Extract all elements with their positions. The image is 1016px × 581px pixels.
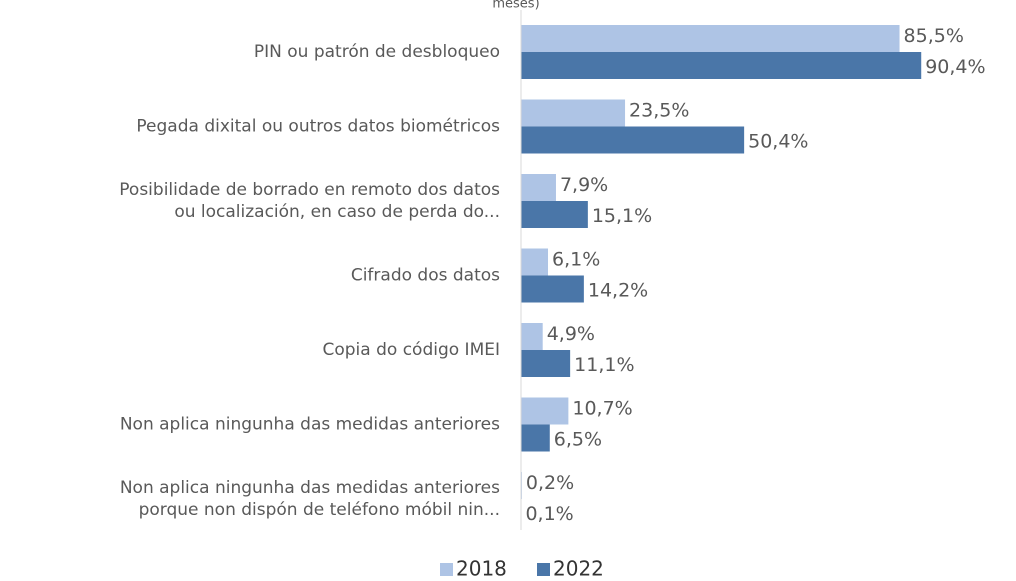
value-label: 90,4% bbox=[925, 56, 985, 78]
value-label: 6,5% bbox=[554, 429, 602, 451]
bar bbox=[521, 397, 569, 425]
bar bbox=[521, 275, 584, 303]
value-label: 23,5% bbox=[629, 100, 689, 122]
value-label: 50,4% bbox=[748, 131, 808, 153]
category-label: Pegada dixital ou outros datos biométric… bbox=[136, 117, 500, 137]
bar bbox=[521, 424, 550, 452]
category-label: Copia do código IMEI bbox=[323, 340, 501, 360]
category-label: Cifrado dos datos bbox=[351, 266, 500, 286]
value-label: 4,9% bbox=[547, 323, 595, 345]
legend-swatch bbox=[537, 563, 550, 576]
bar bbox=[521, 350, 571, 377]
category-label: Non aplica ningunha das medidas anterior… bbox=[120, 415, 500, 435]
value-label: 15,1% bbox=[592, 205, 652, 227]
value-label: 0,1% bbox=[525, 503, 573, 525]
value-label: 14,2% bbox=[588, 280, 648, 302]
value-label: 7,9% bbox=[560, 174, 608, 196]
bar bbox=[521, 52, 922, 79]
bar bbox=[521, 25, 900, 52]
bar bbox=[521, 174, 556, 201]
bar bbox=[521, 248, 549, 276]
legend-label: 2018 bbox=[456, 557, 507, 581]
legend-label: 2022 bbox=[553, 557, 604, 581]
value-label: 0,2% bbox=[526, 472, 574, 494]
category-label: Non aplica ningunha das medidas anterior… bbox=[120, 478, 500, 520]
value-label: 10,7% bbox=[572, 398, 632, 420]
category-label: PIN ou patrón de desbloqueo bbox=[254, 42, 500, 62]
value-label: 6,1% bbox=[552, 249, 600, 271]
bar bbox=[521, 126, 745, 154]
bar bbox=[521, 99, 626, 127]
value-label: 11,1% bbox=[574, 354, 634, 376]
category-label: Posibilidade de borrado en remoto dos da… bbox=[119, 180, 500, 222]
bar bbox=[521, 323, 543, 350]
bar bbox=[521, 201, 588, 228]
chart-title: meses) bbox=[492, 0, 539, 12]
legend-swatch bbox=[440, 563, 453, 576]
value-label: 85,5% bbox=[904, 25, 964, 47]
